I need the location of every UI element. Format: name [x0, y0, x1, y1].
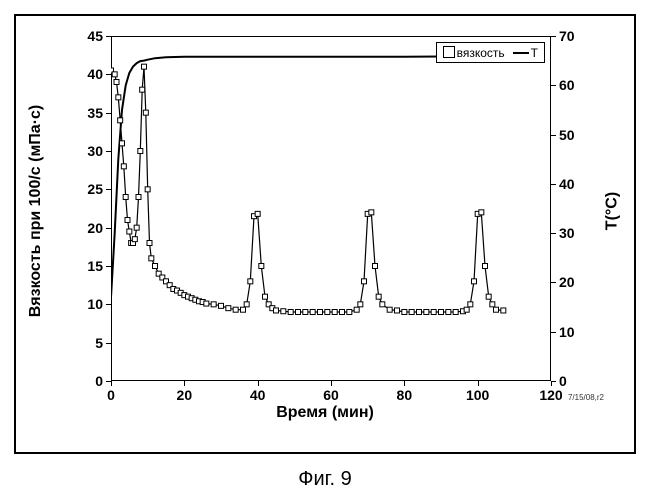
y-right-axis-label: T(°C): [603, 192, 621, 230]
y-left-axis-label: Вязкость при 100/с (мПа·с): [27, 105, 45, 318]
plot-area: вязкость T 05101520253035404501020304050…: [111, 36, 551, 381]
square-marker-icon: [443, 46, 455, 58]
legend-item-viscosity: вязкость: [443, 45, 505, 60]
x-axis-label: Время (мин): [276, 404, 374, 422]
legend-label-viscosity: вязкость: [457, 46, 505, 60]
legend-item-temp: T: [513, 46, 538, 60]
figure-caption: Фиг. 9: [298, 468, 351, 491]
chart-frame: Вязкость при 100/с (мПа·с) T(°C) Время (…: [14, 14, 636, 454]
legend: вязкость T: [436, 42, 545, 63]
chart-svg: [111, 36, 551, 381]
line-icon: [513, 52, 529, 54]
footnote: 7/15/08,r2: [568, 393, 604, 402]
legend-label-temp: T: [531, 46, 538, 60]
